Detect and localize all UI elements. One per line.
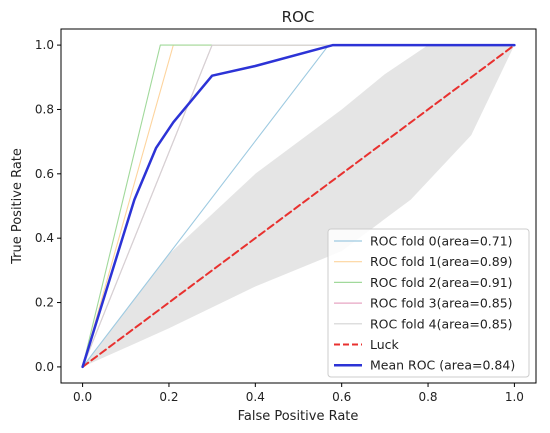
y-tick-label: 0.4 xyxy=(35,231,54,245)
legend-label-2: ROC fold 2(area=0.91) xyxy=(370,275,513,290)
legend-box xyxy=(327,228,530,378)
y-tick-label: 0.0 xyxy=(35,360,54,374)
y-axis-label: True Positive Rate xyxy=(10,148,25,265)
y-tick-label: 0.8 xyxy=(35,102,54,116)
y-tick-label: 0.2 xyxy=(35,296,54,310)
series-line-5 xyxy=(81,44,516,368)
plot-frame xyxy=(60,28,537,384)
chart-title: ROC xyxy=(282,8,315,26)
legend-label-1: ROC fold 1(area=0.89) xyxy=(370,254,513,269)
legend-label-6: Mean ROC (area=0.84) xyxy=(370,358,515,373)
x-tick-label: 0.8 xyxy=(418,390,437,404)
x-axis-label: False Positive Rate xyxy=(238,409,359,424)
x-tick-label: 0.4 xyxy=(246,390,265,404)
plot-area xyxy=(81,43,516,369)
legend-label-3: ROC fold 3(area=0.85) xyxy=(370,296,513,311)
x-tick-label: 0.0 xyxy=(73,390,92,404)
legend: ROC fold 0(area=0.71) ROC fold 1(area=0.8… xyxy=(327,228,530,378)
y-tick-label: 0.6 xyxy=(35,167,54,181)
legend-label-0: ROC fold 0(area=0.71) xyxy=(370,234,513,249)
series-line-6 xyxy=(81,43,516,369)
legend-label-5: Luck xyxy=(370,337,400,352)
legend-label-4: ROC fold 4(area=0.85) xyxy=(370,316,513,331)
x-tick-label: 1.0 xyxy=(505,390,524,404)
y-tick-label: 1.0 xyxy=(35,38,54,52)
x-tick-label: 0.2 xyxy=(159,390,178,404)
axis-ticks: 0.0 0.2 0.4 0.6 0.8 1.0 0.0 0.2 0.4 0.6 0.8 1.0 xyxy=(35,38,524,404)
x-tick-label: 0.6 xyxy=(332,390,351,404)
